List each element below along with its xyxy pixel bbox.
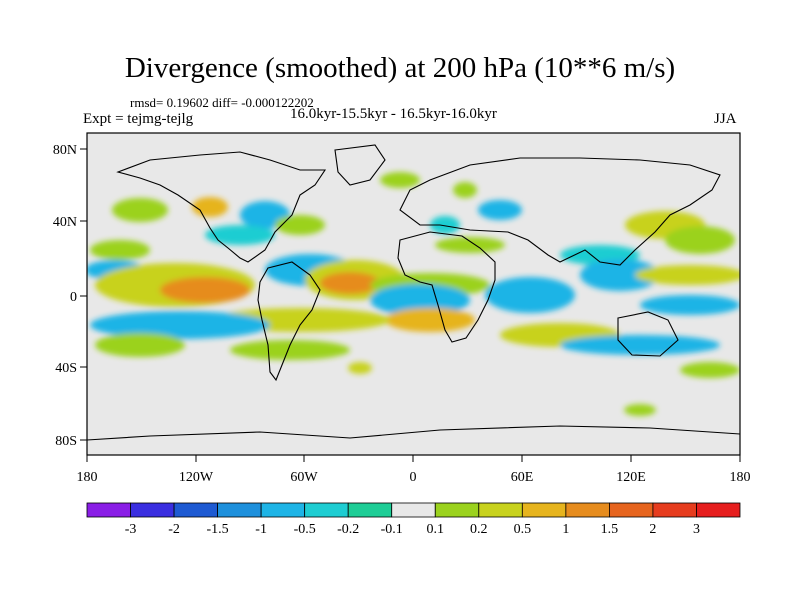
colorbar-label: -1 (255, 522, 267, 537)
eurasia-outline (399, 157, 721, 266)
colorbar-swatch (478, 502, 523, 518)
colorbar-label: 0.5 (514, 522, 532, 537)
colorbar-label: 1 (562, 522, 569, 537)
x-tick-label-180e: 180 (730, 470, 751, 485)
x-tick-label-120w: 120W (179, 470, 214, 485)
colorbar-swatch (391, 502, 436, 518)
australia-outline (617, 311, 679, 357)
period-label: 16.0kyr-15.5kyr - 16.5kyr-16.0kyr (290, 106, 497, 122)
colorbar-swatch (173, 502, 219, 518)
colorbar-swatch (304, 502, 349, 518)
colorbar-label: 0.2 (470, 522, 488, 537)
colorbar-label: 2 (649, 522, 656, 537)
x-tick-label-180w: 180 (77, 470, 98, 485)
y-tick-label-40n: 40N (53, 215, 77, 230)
x-tick-label-60e: 60E (511, 470, 534, 485)
chart-title: Divergence (smoothed) at 200 hPa (10**6 … (124, 52, 676, 84)
coastlines (87, 144, 740, 441)
y-tick-marks (80, 148, 87, 441)
colorbar-label: -0.2 (337, 522, 359, 537)
colorbar-label: -0.1 (381, 522, 403, 537)
x-tick-label-60w: 60W (290, 470, 318, 485)
x-tick-label-120e: 120E (616, 470, 646, 485)
antarctica-outline (87, 425, 740, 441)
colorbar-swatch (86, 502, 131, 518)
colorbar-swatch (696, 502, 741, 518)
x-tick-marks (86, 455, 741, 462)
colorbar-swatch (521, 502, 567, 518)
colorbar-swatch (217, 502, 262, 518)
colorbar-label: -3 (125, 522, 137, 537)
colorbar-label: -1.5 (207, 522, 229, 537)
colorbar-swatch (347, 502, 393, 518)
africa-outline (397, 231, 496, 343)
colorbar-label: -0.5 (294, 522, 316, 537)
season-label: JJA (714, 111, 737, 127)
colorbar-swatch (609, 502, 654, 518)
colorbar-label: 3 (693, 522, 700, 537)
north-america-outline (116, 151, 327, 263)
experiment-label: Expt = tejmg-tejlg (83, 111, 194, 127)
south-america-outline (257, 261, 321, 382)
statistics-label: rmsd= 0.19602 diff= -0.000122202 (130, 95, 314, 110)
colorbar-swatch (652, 502, 697, 518)
y-tick-label-0: 0 (70, 290, 77, 305)
y-tick-label-80n: 80N (53, 143, 77, 158)
colorbar-swatch (130, 502, 175, 518)
divergence-field (87, 172, 740, 416)
colorbar-label: -2 (168, 522, 180, 537)
colorbar-label: 1.5 (601, 522, 619, 537)
y-tick-label-40s: 40S (55, 361, 77, 376)
colorbar-swatch (565, 502, 610, 518)
greenland-outline (334, 144, 386, 186)
colorbar-label: 0.1 (427, 522, 445, 537)
colorbar-swatch (434, 502, 480, 518)
x-tick-label-0: 0 (410, 470, 417, 485)
colorbar-swatch (260, 502, 306, 518)
colorbar: -3 -2 -1.5 -1 -0.5 -0.2 -0.1 0.1 0.2 0.5 1 1.5 2 3 (86, 502, 741, 537)
y-tick-label-80s: 80S (55, 434, 77, 449)
